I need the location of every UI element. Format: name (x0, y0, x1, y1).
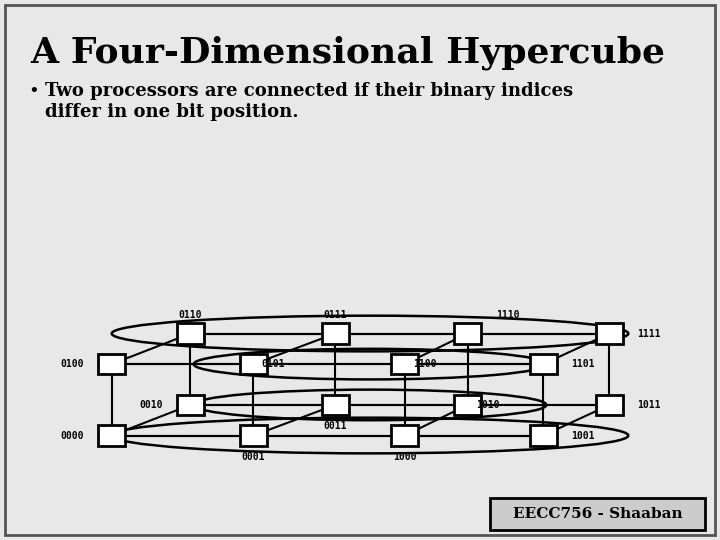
FancyBboxPatch shape (5, 5, 715, 535)
Text: •: • (28, 82, 39, 100)
FancyBboxPatch shape (98, 354, 125, 374)
Text: 0100: 0100 (60, 359, 84, 369)
Text: 0001: 0001 (242, 451, 265, 462)
FancyBboxPatch shape (322, 395, 349, 415)
FancyBboxPatch shape (98, 426, 125, 446)
FancyBboxPatch shape (391, 354, 418, 374)
FancyBboxPatch shape (529, 426, 557, 446)
Text: EECC756 - Shaaban: EECC756 - Shaaban (513, 507, 683, 521)
Text: 0000: 0000 (60, 430, 84, 441)
FancyBboxPatch shape (529, 354, 557, 374)
Text: 0011: 0011 (323, 421, 347, 431)
Text: 1101: 1101 (571, 359, 595, 369)
FancyBboxPatch shape (176, 323, 204, 343)
FancyBboxPatch shape (240, 354, 267, 374)
FancyBboxPatch shape (454, 395, 482, 415)
Text: 1011: 1011 (637, 400, 661, 410)
Text: A Four-Dimensional Hypercube: A Four-Dimensional Hypercube (30, 35, 665, 70)
FancyBboxPatch shape (595, 323, 623, 343)
Text: 1000: 1000 (393, 451, 416, 462)
Text: 1001: 1001 (571, 430, 595, 441)
FancyBboxPatch shape (322, 323, 349, 343)
Text: Two processors are connected if their binary indices
differ in one bit position.: Two processors are connected if their bi… (45, 82, 573, 121)
FancyBboxPatch shape (240, 426, 267, 446)
Text: 1010: 1010 (476, 400, 499, 410)
Text: 0111: 0111 (323, 309, 347, 320)
FancyBboxPatch shape (391, 426, 418, 446)
FancyBboxPatch shape (176, 395, 204, 415)
Text: 1100: 1100 (413, 359, 436, 369)
FancyBboxPatch shape (454, 323, 482, 343)
Text: 1111: 1111 (637, 328, 661, 339)
Text: 0110: 0110 (179, 309, 202, 320)
Text: 0010: 0010 (139, 400, 163, 410)
Text: 0101: 0101 (261, 359, 285, 369)
FancyBboxPatch shape (490, 498, 705, 530)
Text: 1110: 1110 (495, 309, 519, 320)
FancyBboxPatch shape (595, 395, 623, 415)
